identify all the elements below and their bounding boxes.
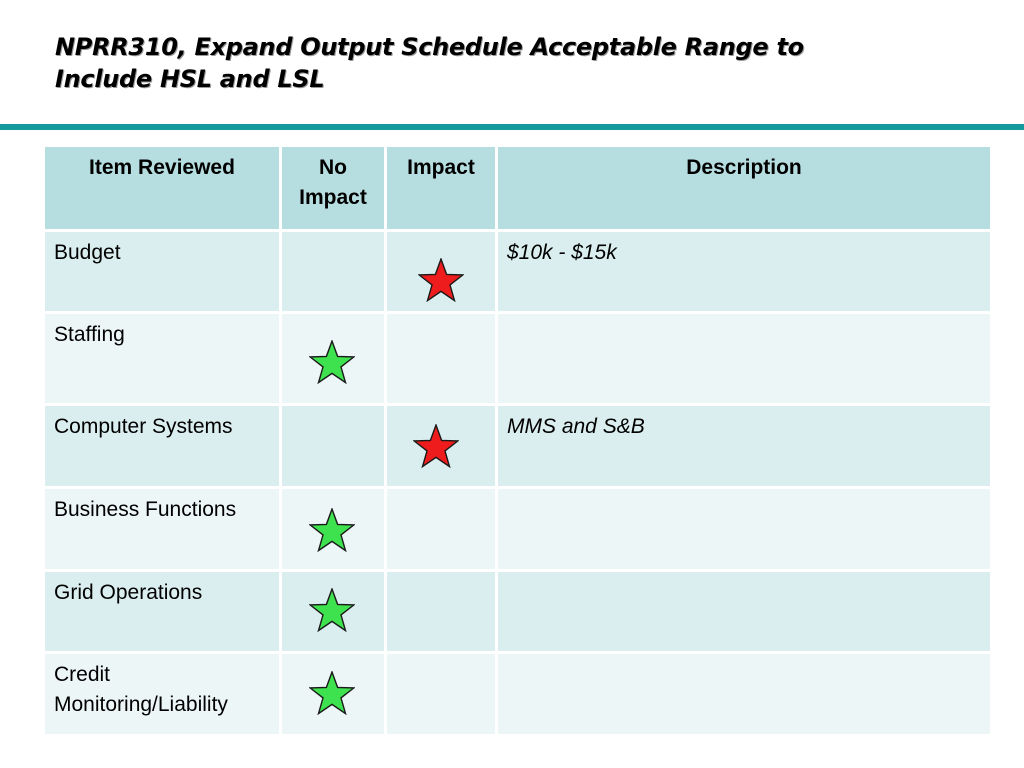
cell-item-reviewed: Budget (42, 229, 282, 314)
green-star-icon (309, 508, 355, 552)
cell-impact (384, 311, 498, 406)
header-description: Description (495, 144, 993, 232)
cell-no-impact (279, 229, 387, 314)
slide-title-line-2: Include HSL and LSL (55, 65, 325, 93)
green-star-icon (309, 588, 355, 632)
cell-item-reviewed: Computer Systems (42, 403, 282, 489)
table-row: Staffing (42, 311, 993, 406)
red-star-icon (413, 424, 459, 468)
table-row: Credit Monitoring/Liability (42, 651, 993, 737)
header-item-reviewed: Item Reviewed (42, 144, 282, 232)
cell-impact (384, 569, 498, 654)
cell-no-impact (279, 651, 387, 737)
cell-description (495, 311, 993, 406)
cell-impact (384, 486, 498, 572)
cell-description (495, 486, 993, 572)
slide-title-line-1: NPRR310, Expand Output Schedule Acceptab… (55, 33, 804, 61)
table-row: Business Functions (42, 486, 993, 572)
review-table: Item Reviewed No Impact Impact Descripti… (42, 144, 993, 737)
cell-no-impact (279, 311, 387, 406)
cell-description (495, 651, 993, 737)
red-star-icon (418, 258, 464, 302)
table-header-row: Item Reviewed No Impact Impact Descripti… (42, 144, 993, 232)
cell-description (495, 569, 993, 654)
cell-description: $10k - $15k (495, 229, 993, 314)
table-row: Grid Operations (42, 569, 993, 654)
table-row: Computer Systems MMS and S&B (42, 403, 993, 489)
cell-item-reviewed: Credit Monitoring/Liability (42, 651, 282, 737)
green-star-icon (309, 671, 355, 715)
table-body: Budget $10k - $15k Staffing Computer System… (42, 229, 993, 737)
green-star-icon (309, 340, 355, 384)
cell-description: MMS and S&B (495, 403, 993, 489)
header-impact: Impact (384, 144, 498, 232)
cell-item-reviewed: Business Functions (42, 486, 282, 572)
slide-title: NPRR310, Expand Output Schedule Acceptab… (55, 31, 995, 95)
title-divider (0, 124, 1024, 130)
cell-impact (384, 651, 498, 737)
header-no-impact: No Impact (279, 144, 387, 232)
cell-impact (384, 229, 498, 314)
cell-item-reviewed: Grid Operations (42, 569, 282, 654)
table-row: Budget $10k - $15k (42, 229, 993, 314)
cell-item-reviewed: Staffing (42, 311, 282, 406)
cell-impact (384, 403, 498, 489)
cell-no-impact (279, 403, 387, 489)
cell-no-impact (279, 569, 387, 654)
cell-no-impact (279, 486, 387, 572)
